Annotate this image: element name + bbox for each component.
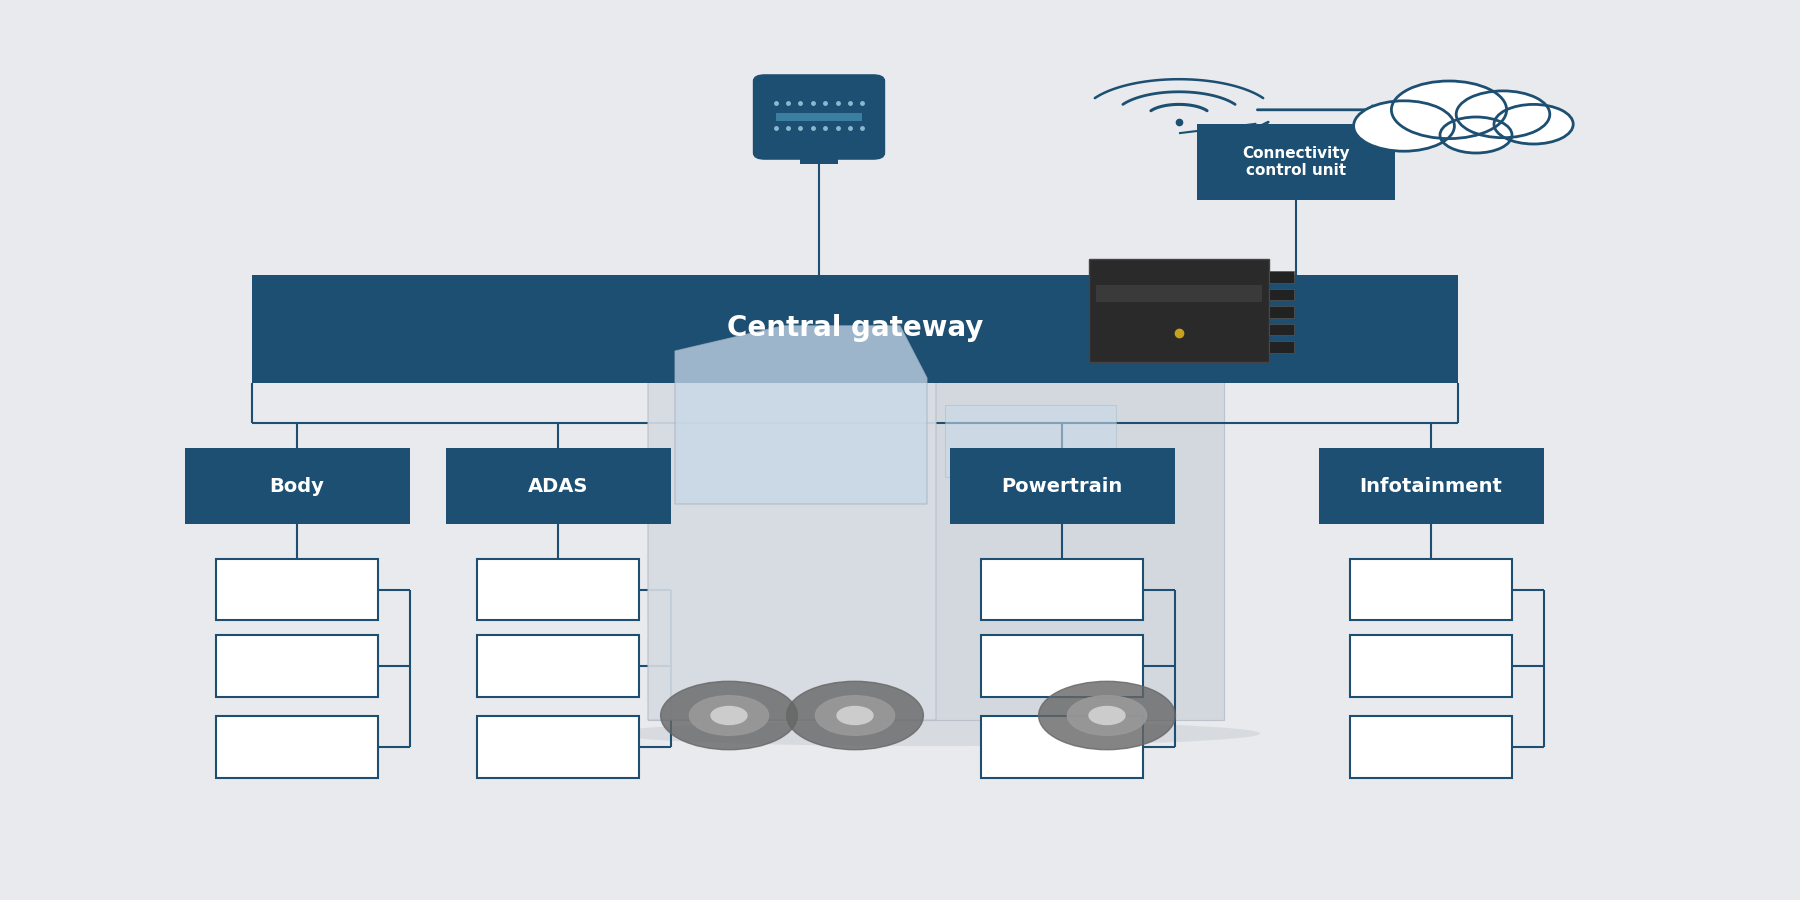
FancyBboxPatch shape: [1197, 124, 1395, 201]
FancyBboxPatch shape: [754, 76, 884, 158]
FancyBboxPatch shape: [981, 716, 1143, 778]
FancyBboxPatch shape: [1318, 447, 1544, 524]
FancyBboxPatch shape: [1269, 271, 1294, 283]
FancyBboxPatch shape: [216, 635, 378, 697]
Circle shape: [1456, 91, 1550, 138]
Circle shape: [1494, 104, 1573, 144]
FancyBboxPatch shape: [477, 559, 639, 620]
Polygon shape: [648, 378, 1224, 720]
Text: ADAS: ADAS: [527, 476, 589, 496]
Text: Infotainment: Infotainment: [1359, 476, 1503, 496]
Circle shape: [661, 681, 797, 750]
FancyBboxPatch shape: [950, 447, 1174, 524]
FancyBboxPatch shape: [216, 559, 378, 620]
Circle shape: [1067, 696, 1147, 735]
FancyBboxPatch shape: [1269, 289, 1294, 301]
Text: Central gateway: Central gateway: [727, 314, 983, 343]
FancyBboxPatch shape: [184, 447, 410, 524]
FancyBboxPatch shape: [252, 274, 1458, 382]
FancyBboxPatch shape: [477, 716, 639, 778]
FancyBboxPatch shape: [477, 635, 639, 697]
Circle shape: [1391, 81, 1507, 139]
Circle shape: [1089, 706, 1125, 724]
FancyBboxPatch shape: [981, 635, 1143, 697]
Circle shape: [689, 696, 769, 735]
Circle shape: [711, 706, 747, 724]
FancyBboxPatch shape: [1269, 324, 1294, 336]
Circle shape: [815, 696, 895, 735]
Ellipse shape: [612, 721, 1260, 746]
FancyBboxPatch shape: [216, 716, 378, 778]
Polygon shape: [675, 326, 927, 504]
FancyBboxPatch shape: [1269, 306, 1294, 318]
Polygon shape: [648, 324, 936, 720]
Polygon shape: [945, 405, 1116, 477]
Text: Body: Body: [270, 476, 324, 496]
FancyBboxPatch shape: [776, 112, 862, 122]
FancyBboxPatch shape: [446, 447, 670, 524]
Circle shape: [837, 706, 873, 724]
Circle shape: [1039, 681, 1175, 750]
Circle shape: [1354, 101, 1454, 151]
FancyBboxPatch shape: [1096, 285, 1262, 302]
Text: Connectivity
control unit: Connectivity control unit: [1242, 146, 1350, 178]
FancyBboxPatch shape: [981, 559, 1143, 620]
FancyBboxPatch shape: [1269, 341, 1294, 353]
FancyBboxPatch shape: [1350, 635, 1512, 697]
FancyBboxPatch shape: [1350, 559, 1512, 620]
FancyBboxPatch shape: [1350, 716, 1512, 778]
Circle shape: [787, 681, 923, 750]
Circle shape: [1440, 117, 1512, 153]
FancyBboxPatch shape: [1089, 259, 1269, 362]
FancyBboxPatch shape: [799, 150, 839, 164]
Text: Powertrain: Powertrain: [1001, 476, 1123, 496]
